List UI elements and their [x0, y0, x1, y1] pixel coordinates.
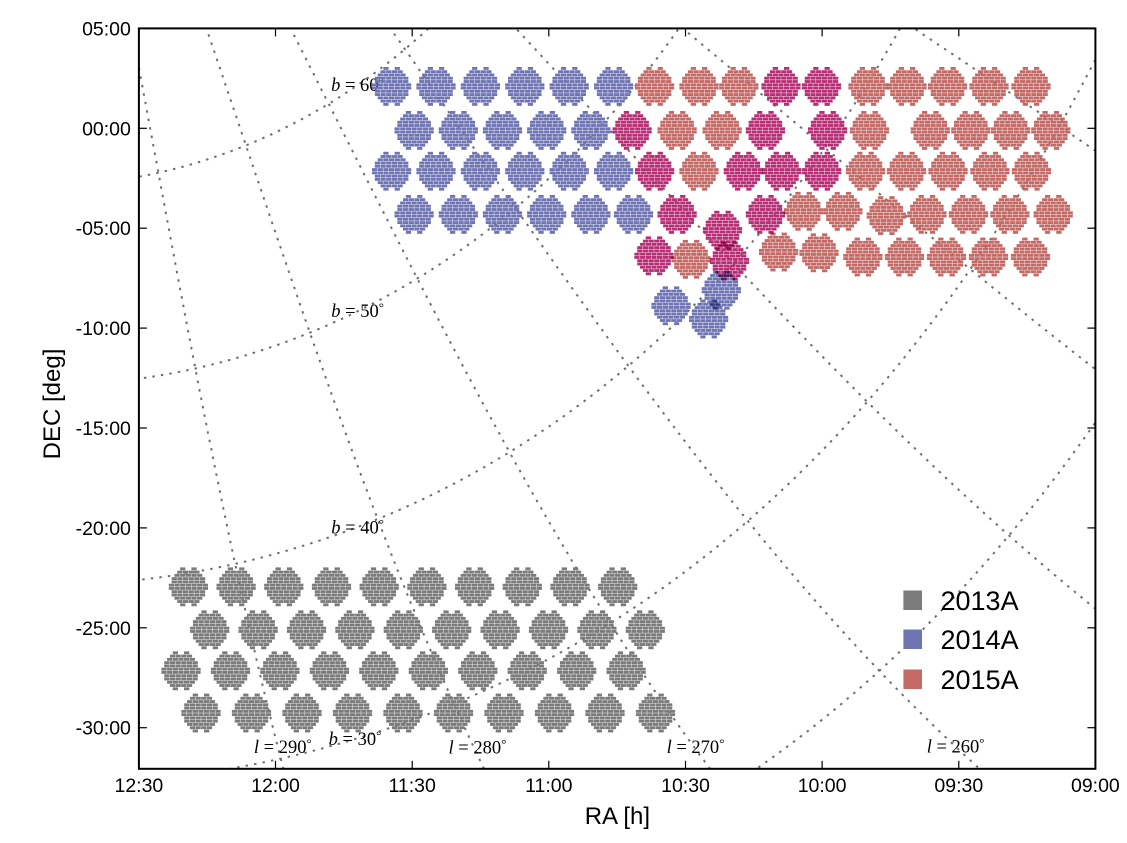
svg-text:12:30: 12:30: [114, 775, 163, 797]
svg-text:b = 50°: b = 50°: [331, 300, 384, 323]
svg-text:10:30: 10:30: [661, 775, 710, 797]
svg-text:09:30: 09:30: [934, 775, 983, 797]
svg-text:2014A: 2014A: [941, 625, 1019, 655]
svg-text:11:30: 11:30: [389, 775, 437, 797]
svg-text:DEC [deg]: DEC [deg]: [39, 349, 66, 460]
svg-text:10:00: 10:00: [798, 775, 847, 797]
svg-text:00:00: 00:00: [82, 118, 131, 140]
svg-text:b = 40°: b = 40°: [331, 516, 384, 539]
svg-text:-25:00: -25:00: [76, 618, 131, 640]
svg-text:2015A: 2015A: [941, 665, 1019, 695]
svg-text:l = 280°: l = 280°: [449, 736, 507, 759]
svg-text:l = 270°: l = 270°: [667, 736, 725, 759]
svg-text:-10:00: -10:00: [76, 318, 131, 340]
svg-text:09:00: 09:00: [1071, 775, 1120, 797]
svg-text:05:00: 05:00: [82, 18, 131, 40]
svg-text:l = 260°: l = 260°: [927, 735, 985, 758]
svg-text:b = 30°: b = 30°: [329, 728, 382, 751]
svg-text:-15:00: -15:00: [76, 418, 131, 440]
svg-text:l = 290°: l = 290°: [254, 736, 312, 759]
svg-text:11:00: 11:00: [525, 775, 573, 797]
svg-text:-30:00: -30:00: [76, 718, 131, 740]
svg-text:-05:00: -05:00: [76, 218, 131, 240]
svg-text:-20:00: -20:00: [76, 518, 131, 540]
svg-text:12:00: 12:00: [251, 775, 300, 797]
svg-text:RA [h]: RA [h]: [585, 803, 650, 830]
svg-text:2013A: 2013A: [941, 586, 1019, 616]
